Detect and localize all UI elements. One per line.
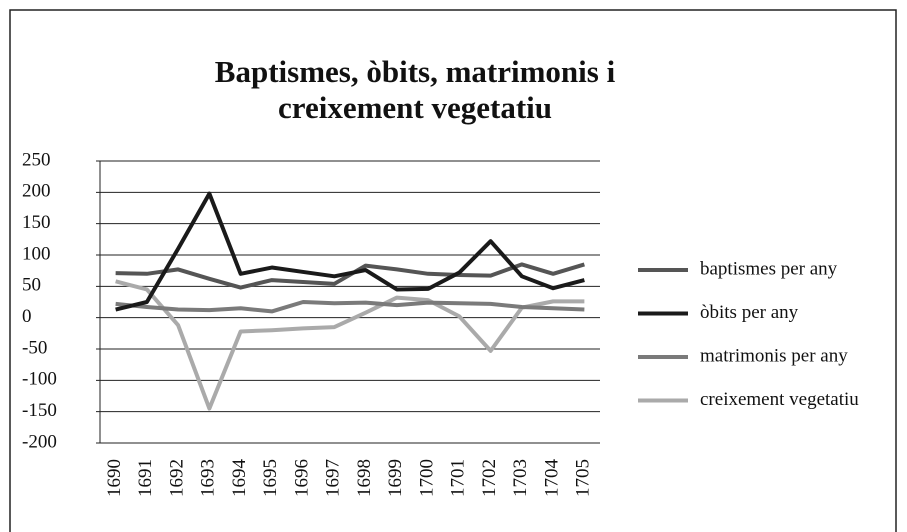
x-tick-label: 1704 [541, 459, 562, 498]
x-tick-label: 1702 [479, 459, 500, 497]
x-tick-label: 1698 [354, 459, 375, 497]
series-line [115, 300, 585, 314]
x-tick-label: 1691 [135, 459, 156, 497]
x-tick-label: 1696 [291, 459, 312, 497]
y-tick-label: 50 [22, 275, 41, 296]
y-tick-label: -150 [22, 400, 57, 421]
chart-title: Baptismes, òbits, matrimonis i [215, 54, 616, 89]
x-tick-label: 1697 [323, 459, 344, 497]
series-line [115, 279, 585, 411]
y-tick-label: 250 [22, 149, 51, 170]
y-tick-label: -100 [22, 369, 57, 390]
x-tick-label: 1692 [166, 459, 187, 497]
x-tick-label: 1703 [510, 459, 531, 497]
x-tick-label: 1694 [229, 459, 250, 498]
x-tick-label: 1700 [416, 459, 437, 497]
legend-label: baptismes per any [700, 258, 838, 279]
legend-label: matrimonis per any [700, 345, 848, 366]
x-tick-label: 1693 [198, 459, 219, 497]
y-tick-label: 0 [22, 306, 32, 327]
x-tick-label: 1701 [448, 459, 469, 497]
y-tick-label: 100 [22, 243, 51, 264]
x-tick-label: 1699 [385, 459, 406, 497]
legend-label: òbits per any [700, 302, 799, 323]
chart-title: creixement vegetatiu [278, 90, 552, 125]
x-tick-label: 1705 [573, 459, 594, 497]
y-tick-label: 150 [22, 212, 51, 233]
y-tick-label: 200 [22, 181, 51, 202]
legend-label: creixement vegetatiu [700, 389, 859, 410]
series-line [115, 191, 585, 312]
y-tick-label: -50 [22, 337, 47, 358]
y-tick-label: -200 [22, 431, 57, 452]
x-tick-label: 1695 [260, 459, 281, 497]
x-tick-label: 1690 [104, 459, 125, 497]
